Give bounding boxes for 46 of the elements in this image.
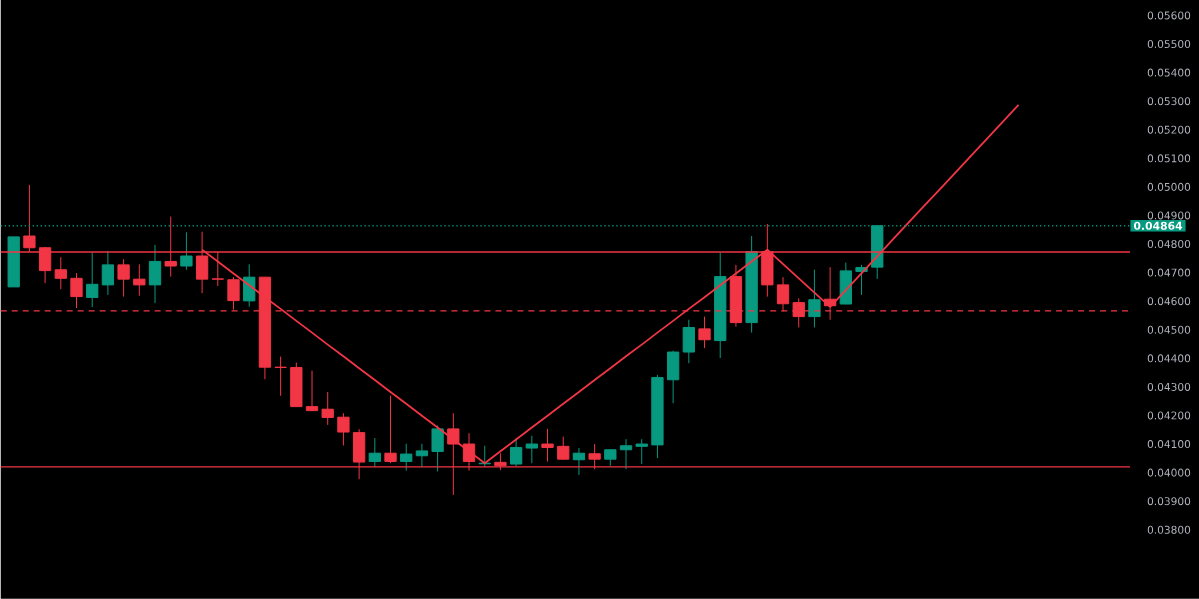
candlestick (635, 438, 648, 465)
candlestick (698, 316, 711, 349)
candlestick (180, 231, 193, 271)
y-tick-label: 0.04000 (1147, 468, 1191, 477)
y-tick-label: 0.05600 (1147, 11, 1191, 20)
ref-line-label: 0.04864 (1133, 221, 1183, 230)
candlestick (808, 269, 821, 329)
candlestick (384, 395, 397, 464)
candlestick (321, 391, 334, 426)
candlestick (337, 412, 350, 447)
y-tick-label: 0.04400 (1147, 354, 1191, 363)
candlestick (368, 437, 381, 468)
y-tick-label: 0.04100 (1147, 440, 1191, 449)
y-tick-label: 0.05500 (1147, 40, 1191, 49)
y-tick-label: 0.03900 (1147, 497, 1191, 506)
candlestick (619, 438, 633, 470)
candlestick (70, 272, 83, 309)
candlestick (525, 435, 538, 464)
y-tick-label: 0.05400 (1147, 68, 1191, 77)
y-tick-label: 0.04200 (1147, 411, 1191, 420)
candlestick (415, 443, 429, 468)
y-tick-label: 0.03800 (1147, 525, 1191, 534)
candlestick (431, 425, 444, 473)
candlestick (117, 258, 130, 298)
y-tick-label: 0.05200 (1147, 125, 1191, 134)
y-tick-label: 0.04300 (1147, 383, 1191, 392)
candlestick (400, 443, 413, 472)
y-tick-label: 0.05300 (1147, 97, 1191, 106)
candlestick (86, 252, 99, 308)
y-tick-label: 0.04900 (1147, 211, 1191, 220)
y-tick-label: 0.04800 (1147, 240, 1191, 249)
candlestick (101, 250, 115, 296)
candlestick (572, 447, 586, 476)
candlestick (148, 244, 162, 304)
candlestick (54, 256, 67, 290)
y-tick-label: 0.04600 (1147, 297, 1191, 306)
y-tick-label: 0.04500 (1147, 325, 1191, 334)
candlestick (305, 370, 319, 412)
y-tick-label: 0.04700 (1147, 268, 1191, 277)
y-tick-label: 0.05100 (1147, 154, 1191, 163)
candlestick (133, 263, 146, 297)
candlestick (541, 428, 554, 463)
candlestick (557, 436, 570, 461)
y-tick-label: 0.05000 (1147, 183, 1191, 192)
candlestick (243, 263, 256, 308)
candlestick (509, 437, 523, 468)
